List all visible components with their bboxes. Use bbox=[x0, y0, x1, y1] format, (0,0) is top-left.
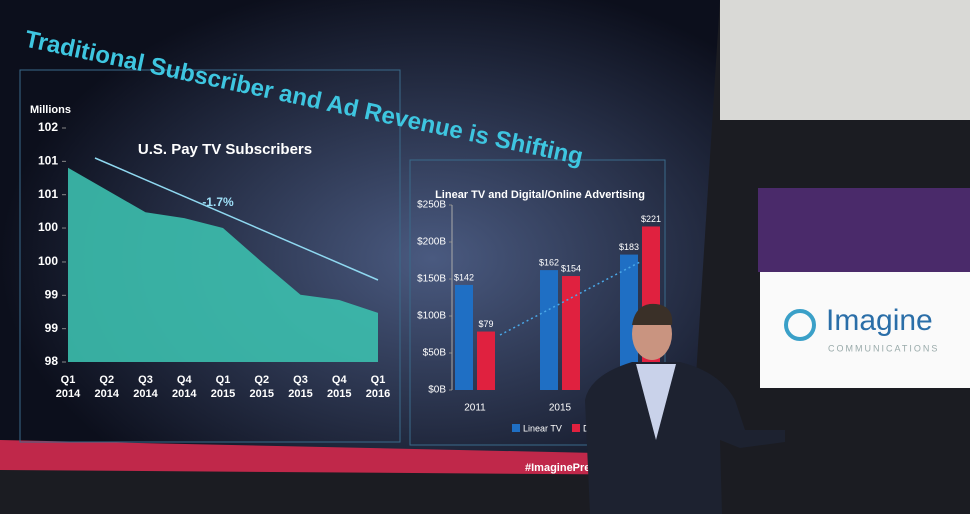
x-tick-label: 2011 bbox=[464, 403, 486, 414]
y-tick-label: 98 bbox=[45, 354, 59, 368]
value-label: $183 bbox=[619, 242, 639, 252]
area bbox=[68, 167, 378, 362]
y-tick-label: 100 bbox=[38, 220, 58, 234]
hashtag: #ImaginePress bbox=[525, 462, 603, 474]
trend-arrow bbox=[499, 261, 641, 336]
y-tick-label: 99 bbox=[45, 287, 59, 301]
panel bbox=[409, 159, 666, 446]
logo-banner bbox=[758, 188, 970, 272]
y-tick-label: $100B bbox=[417, 311, 446, 322]
y-tick-label: $50B bbox=[423, 348, 447, 359]
x-tick-label: Q3 2015 bbox=[288, 374, 313, 400]
y-tick-label: 100 bbox=[38, 254, 58, 268]
x-tick-label: Q3 2014 bbox=[133, 374, 158, 400]
x-tick-label: Q1 2015 bbox=[210, 374, 236, 400]
panel bbox=[19, 69, 401, 443]
logo-panel bbox=[760, 272, 970, 388]
y-tick-label: 101 bbox=[38, 187, 58, 201]
y-tick-label: $200B bbox=[417, 237, 446, 248]
chart-title: U.S. Pay TV Subscribers bbox=[138, 141, 312, 158]
y-tick-label: $250B bbox=[417, 200, 446, 211]
y-tick-label: $0B bbox=[428, 385, 446, 396]
x-tick-label: Q4 2014 bbox=[172, 374, 197, 400]
legend-swatch bbox=[572, 424, 580, 432]
x-tick-label: Q2 2014 bbox=[94, 374, 119, 400]
x-tick-label: Q2 2015 bbox=[249, 374, 274, 400]
bar bbox=[562, 276, 580, 390]
bar bbox=[477, 331, 495, 390]
logo-icon bbox=[784, 309, 816, 341]
presenter-hair bbox=[632, 303, 673, 325]
presenter-shirt bbox=[636, 364, 676, 440]
value-label: $221 bbox=[641, 214, 661, 224]
x-tick-label: Q4 2015 bbox=[327, 374, 352, 400]
value-label: $79 bbox=[478, 319, 493, 329]
chart-title: Linear TV and Digital/Online Advertising bbox=[435, 189, 645, 201]
logo-tagline: COMMUNICATIONS bbox=[828, 343, 939, 353]
x-tick-label: Q1 2016 bbox=[365, 374, 391, 400]
bar bbox=[620, 254, 638, 390]
value-label: $162 bbox=[539, 257, 559, 267]
legend-swatch bbox=[512, 424, 520, 432]
screen-stripe bbox=[0, 440, 690, 475]
y-tick-label: 101 bbox=[38, 154, 58, 168]
y-tick-label: 102 bbox=[38, 120, 58, 134]
presenter bbox=[585, 362, 785, 514]
annotation: -1.7% bbox=[202, 195, 234, 209]
logo-name: Imagine bbox=[826, 304, 933, 337]
y-tick-label: $150B bbox=[417, 274, 446, 285]
bar bbox=[455, 284, 473, 390]
bar bbox=[540, 270, 558, 390]
y-axis-label: Millions bbox=[30, 104, 71, 116]
trend-line bbox=[94, 157, 379, 281]
x-tick-label: Q1 2014 bbox=[55, 374, 81, 400]
y-tick-label: 99 bbox=[45, 321, 59, 335]
legend-label: Linear TV bbox=[523, 423, 562, 433]
x-tick-label: 2015 bbox=[549, 403, 572, 414]
value-label: $142 bbox=[454, 272, 474, 282]
ceiling bbox=[720, 0, 970, 120]
value-label: $154 bbox=[561, 263, 581, 273]
